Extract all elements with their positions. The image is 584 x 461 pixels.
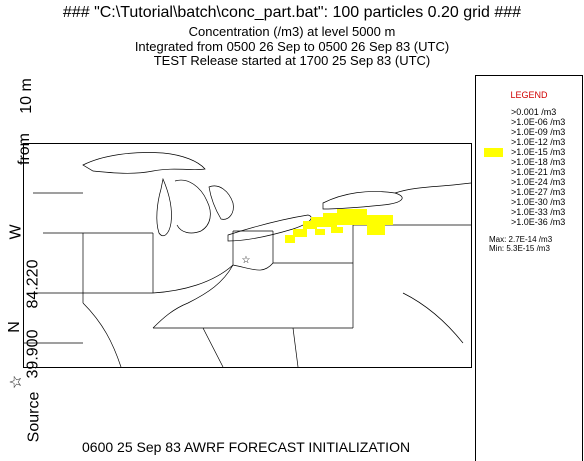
map-frame bbox=[23, 143, 472, 368]
concentration-level-line: Concentration (/m3) at level 5000 m bbox=[188, 24, 396, 39]
state-lines bbox=[23, 192, 471, 368]
legend-level-1: >1.0E-06 /m3 bbox=[511, 117, 566, 127]
star-icon: ☆ bbox=[8, 374, 26, 390]
legend-level-2: >1.0E-09 /m3 bbox=[511, 127, 566, 137]
source-longitude: 84.220 bbox=[24, 259, 42, 309]
lake-erie bbox=[227, 214, 312, 242]
legend-level-11: >1.0E-36 /m3 bbox=[511, 217, 566, 227]
footer-caption: 0600 25 Sep 83 AWRF FORECAST INITIALIZAT… bbox=[82, 439, 411, 455]
release-time-line: TEST Release started at 1700 25 Sep 83 (… bbox=[153, 53, 431, 68]
source-height: 10 m bbox=[17, 78, 35, 114]
lake-ontario bbox=[322, 191, 403, 210]
legend-active-swatch bbox=[484, 148, 503, 157]
from-word: from bbox=[16, 133, 33, 165]
legend-title: LEGEND bbox=[510, 90, 548, 100]
source-word: Source bbox=[25, 391, 43, 443]
integration-period-line: Integrated from 0500 26 Sep to 0500 26 S… bbox=[134, 39, 450, 54]
legend-level-7: >1.0E-24 /m3 bbox=[511, 177, 566, 187]
map-title: ### "C:\Tutorial\batch\conc_part.bat": 1… bbox=[62, 4, 522, 21]
legend-max: Max: 2.7E-14 /m3 bbox=[489, 235, 553, 244]
lake-huron bbox=[208, 185, 234, 220]
legend-min: Min: 5.3E-15 /m3 bbox=[489, 244, 550, 253]
latitude-direction: N bbox=[5, 321, 23, 333]
legend-level-6: >1.0E-21 /m3 bbox=[511, 167, 566, 177]
source-latitude: 39.900 bbox=[24, 329, 42, 379]
legend-level-10: >1.0E-33 /m3 bbox=[511, 207, 566, 217]
concentration-plume bbox=[285, 209, 393, 243]
michigan-peninsula bbox=[174, 179, 211, 234]
legend-level-5: >1.0E-18 /m3 bbox=[511, 157, 566, 167]
legend-level-4: >1.0E-15 /m3 bbox=[511, 147, 566, 157]
legend-level-8: >1.0E-27 /m3 bbox=[511, 187, 566, 197]
legend-level-9: >1.0E-30 /m3 bbox=[511, 197, 566, 207]
legend-level-3: >1.0E-12 /m3 bbox=[511, 137, 566, 147]
source-star-marker: ☆ bbox=[242, 255, 251, 266]
boundaries bbox=[23, 152, 472, 368]
legend-panel: LEGEND >0.001 /m3 >1.0E-06 /m3 >1.0E-09 /m… bbox=[475, 75, 583, 461]
lake-michigan bbox=[156, 177, 172, 237]
longitude-direction: W bbox=[7, 224, 25, 240]
ohio-river bbox=[152, 264, 234, 329]
legend-level-0: >0.001 /m3 bbox=[511, 107, 557, 117]
lake-superior bbox=[82, 152, 206, 174]
map-panel: ☆ bbox=[23, 143, 472, 368]
border-east bbox=[394, 182, 472, 194]
